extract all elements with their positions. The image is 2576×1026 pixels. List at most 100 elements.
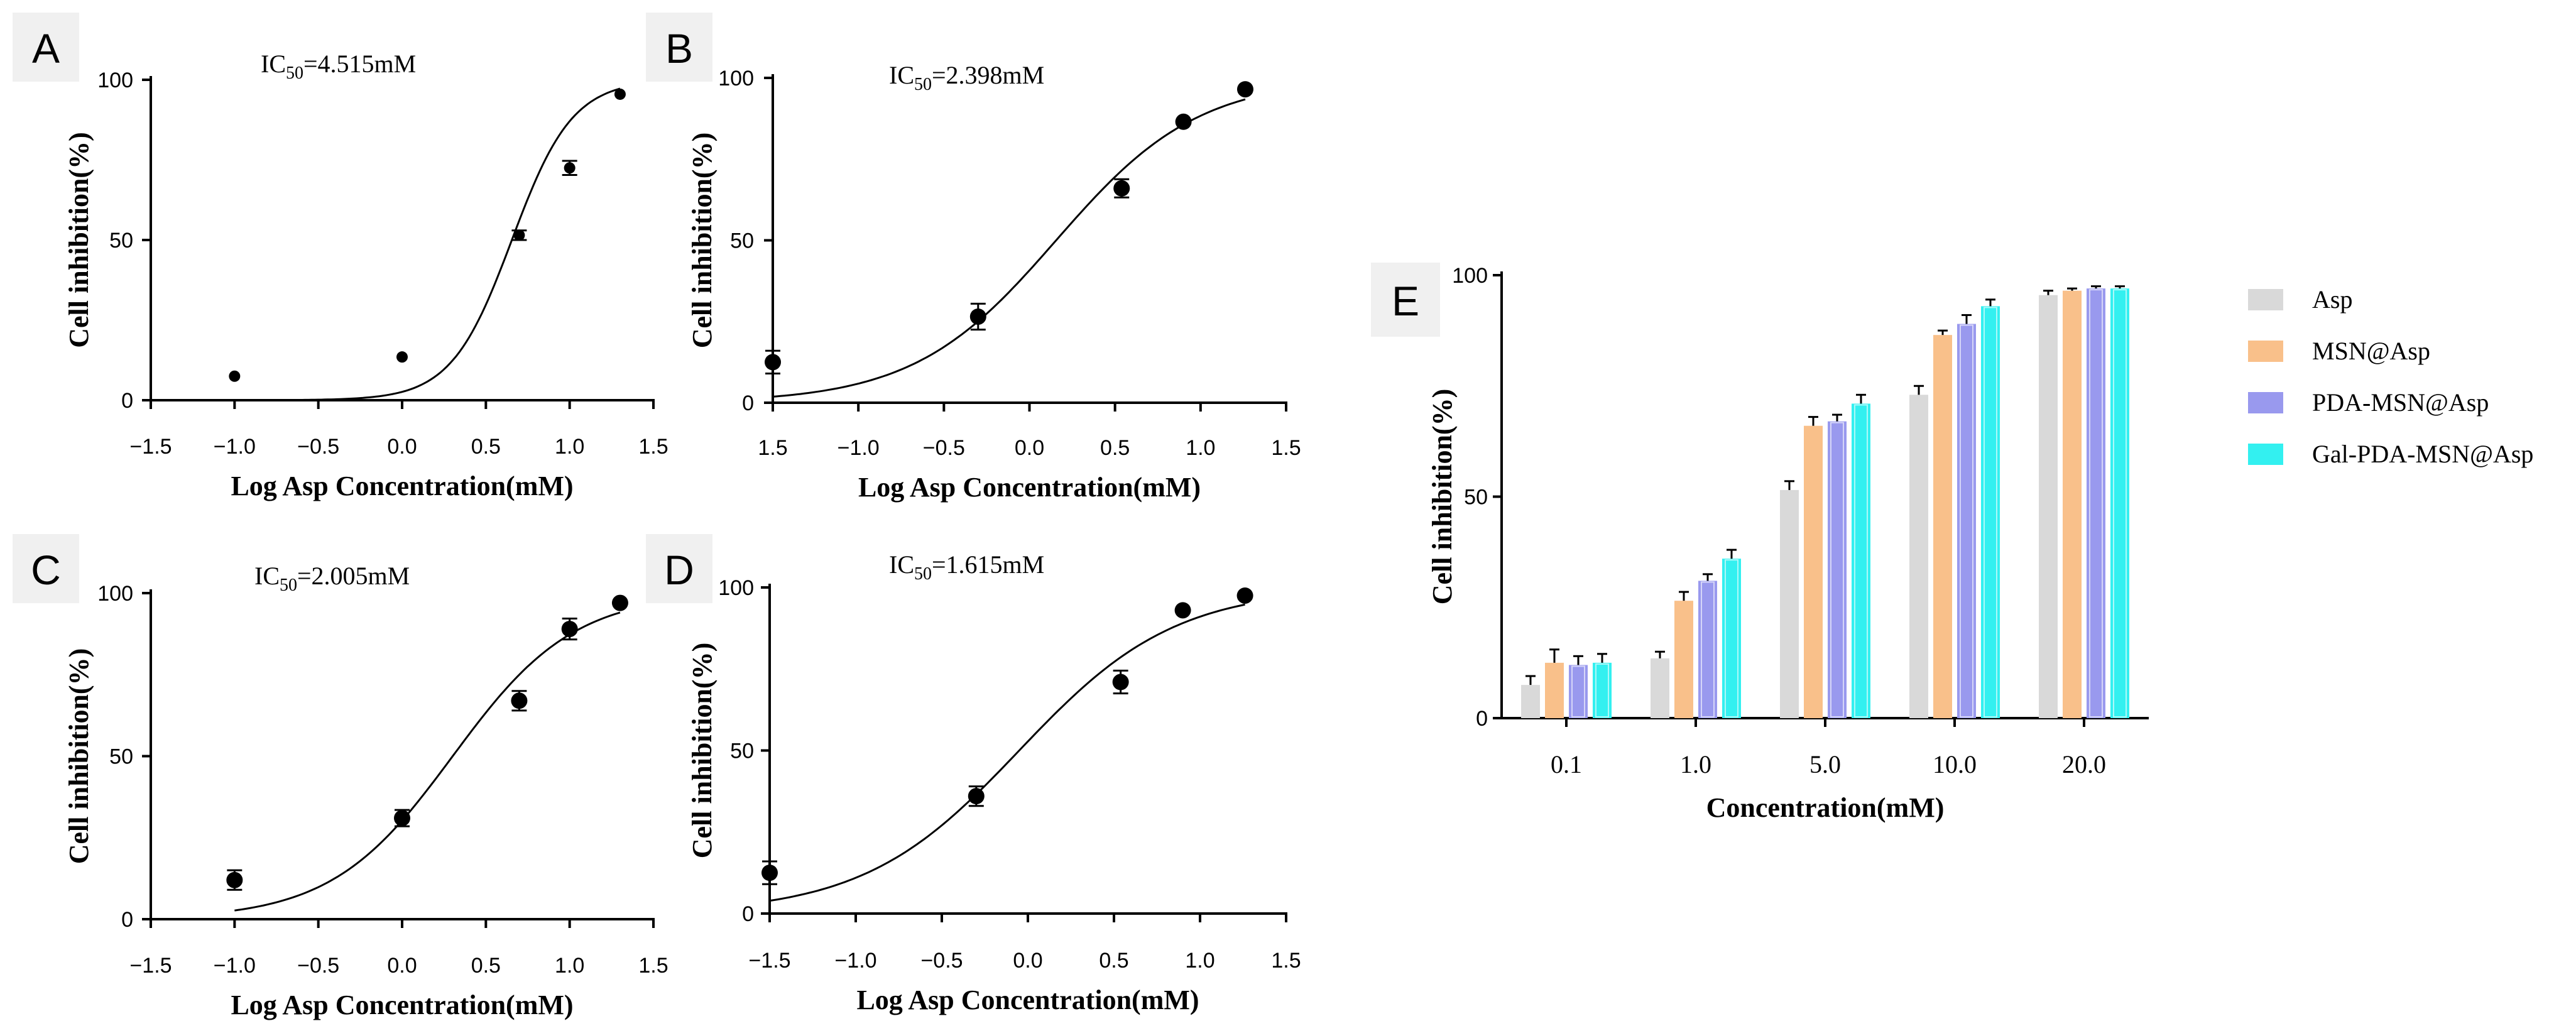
- x-axis-label: Log Asp Concentration(mM): [858, 472, 1201, 503]
- x-tick-label: 1.0: [555, 435, 584, 459]
- bar-highlight: [1571, 665, 1585, 718]
- panel-e: E 0 50 100 Cell inhibition(%) Concentration(m…: [1371, 263, 2533, 823]
- x-tick-label: −0.5: [297, 954, 339, 978]
- y-tick-label: 100: [97, 582, 133, 606]
- y-tick-label: 100: [1452, 264, 1488, 288]
- x-tick-label: 0.0: [1013, 949, 1042, 973]
- legend-swatch: [2248, 444, 2283, 465]
- x-tick-label: 1.5: [638, 435, 668, 459]
- y-axis-label: Cell inhibition(%): [687, 133, 718, 349]
- x-tick-label: 0.5: [471, 435, 501, 459]
- bar: [1521, 685, 1540, 718]
- y-tick-label: 50: [730, 739, 754, 763]
- bar-highlight: [1960, 324, 1973, 718]
- y-tick-label: 0: [742, 902, 754, 926]
- bar: [1933, 335, 1952, 718]
- x-tick-label: 1.5: [638, 954, 668, 978]
- panel-letter-badge: [646, 13, 712, 82]
- legend-swatch: [2248, 341, 2283, 362]
- x-axis-label: Log Asp Concentration(mM): [231, 990, 573, 1020]
- ic50-prefix: IC: [261, 50, 286, 78]
- data-point: [1174, 602, 1191, 619]
- bar-highlight: [2113, 289, 2127, 718]
- panel-letter: D: [664, 547, 694, 593]
- x-tick-label: −1.0: [838, 436, 880, 460]
- data-point: [561, 621, 578, 638]
- x-tick-label: 1.0: [555, 954, 584, 978]
- y-tick-label: 0: [1476, 707, 1488, 731]
- ic50-prefix: IC: [889, 61, 914, 89]
- x-tick-label: 1.5: [1271, 436, 1301, 460]
- ic50-subscript: 50: [286, 63, 303, 83]
- bar-highlight: [1830, 422, 1844, 718]
- bar-highlight: [1595, 663, 1609, 718]
- bar-highlight: [2089, 289, 2103, 718]
- fit-curve: [234, 611, 621, 912]
- data-point: [614, 88, 626, 100]
- bar-highlight: [1725, 559, 1738, 718]
- data-point: [394, 810, 410, 827]
- data-point: [1236, 587, 1253, 604]
- ic50-label: IC50=2.398mM: [889, 61, 1044, 94]
- x-tick-label: −1.5: [129, 435, 172, 459]
- data-point: [968, 788, 985, 805]
- bar: [1674, 601, 1693, 718]
- bar-highlight: [1701, 581, 1715, 718]
- fit-curve: [772, 98, 1246, 398]
- ic50-prefix: IC: [889, 550, 914, 579]
- category-label: 20.0: [2062, 750, 2106, 778]
- ic50-subscript: 50: [280, 576, 297, 595]
- data-point: [1175, 113, 1192, 130]
- x-tick-label: 0.0: [387, 954, 417, 978]
- y-tick-label: 50: [1464, 486, 1488, 510]
- x-tick-label: 1.0: [1186, 436, 1215, 460]
- legend-label: MSN@Asp: [2312, 337, 2430, 365]
- y-tick-label: 0: [742, 391, 754, 415]
- x-tick-label: −0.5: [920, 949, 963, 973]
- data-point: [1112, 674, 1129, 690]
- category-label: 10.0: [1933, 750, 1977, 778]
- y-tick-label: 50: [109, 745, 133, 769]
- x-tick-label: −0.5: [297, 435, 339, 459]
- y-tick-label: 0: [121, 908, 133, 932]
- x-tick-label: −1.0: [214, 954, 256, 978]
- x-axis-label: Log Asp Concentration(mM): [231, 471, 573, 501]
- y-tick-label: 50: [730, 229, 754, 253]
- legend-label: Asp: [2312, 285, 2352, 314]
- fit-curve: [234, 87, 621, 401]
- panel-letter: C: [31, 547, 61, 593]
- data-point: [229, 370, 241, 382]
- ic50-value: =1.615mM: [932, 550, 1044, 579]
- legend-swatch: [2248, 289, 2283, 310]
- panel-letter-badge: [13, 534, 79, 603]
- ic50-value: =4.515mM: [303, 50, 416, 78]
- category-label: 1.0: [1680, 750, 1711, 778]
- ic50-value: =2.005mM: [297, 562, 410, 590]
- legend-label: PDA-MSN@Asp: [2312, 388, 2489, 417]
- panel-letter-badge: [13, 13, 79, 82]
- x-tick-label: 0.0: [1015, 436, 1044, 460]
- fit-curve: [769, 603, 1245, 902]
- x-tick-label: 1.0: [1185, 949, 1214, 973]
- panel-letter: B: [665, 25, 693, 72]
- x-tick-label: 0.5: [1100, 436, 1130, 460]
- data-point: [761, 865, 778, 881]
- x-axis-label: Log Asp Concentration(mM): [856, 985, 1199, 1015]
- legend-swatch: [2248, 392, 2283, 413]
- data-point: [513, 229, 525, 241]
- legend-label: Gal-PDA-MSN@Asp: [2312, 440, 2533, 468]
- x-tick-label: −0.5: [923, 436, 965, 460]
- panel-letter-badge: [1371, 263, 1440, 337]
- bar: [1651, 658, 1669, 718]
- x-axis-label: Concentration(mM): [1706, 792, 1945, 823]
- ic50-label: IC50=1.615mM: [889, 550, 1044, 584]
- panel-letter-badge: [646, 534, 712, 603]
- x-tick-label: −1.0: [834, 949, 876, 973]
- ic50-subscript: 50: [914, 75, 932, 94]
- x-tick-label: −1.0: [214, 435, 256, 459]
